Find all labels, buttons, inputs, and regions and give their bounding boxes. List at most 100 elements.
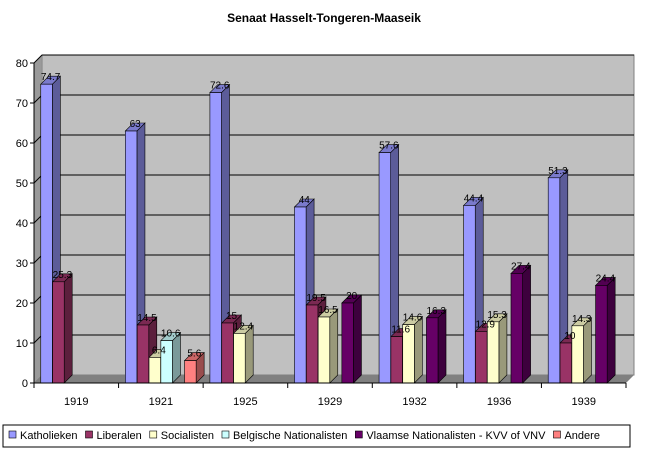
bar-side (329, 308, 339, 384)
x-tick-label: 1939 (571, 396, 595, 408)
bar-front (184, 360, 197, 384)
legend-item: Andere (553, 430, 600, 442)
bar (124, 122, 146, 384)
legend-item: Socialisten (149, 430, 214, 442)
legend-label: Socialisten (161, 430, 214, 442)
legend-label: Katholieken (20, 430, 78, 442)
bar (571, 317, 593, 384)
y-axis: 0 10 20 30 40 50 60 70 80 (16, 58, 35, 390)
legend-swatch (355, 430, 363, 439)
legend-swatch (221, 430, 230, 439)
data-label: 15.3 (487, 310, 507, 321)
bar-front (559, 342, 572, 384)
data-label: 57.6 (379, 141, 399, 152)
data-label: 44.4 (464, 193, 484, 204)
bar-side (244, 324, 254, 384)
gridline-side (33, 54, 43, 64)
data-label: 12.9 (476, 319, 496, 330)
bar (160, 331, 182, 384)
bar-front (40, 83, 53, 384)
bar-front (125, 130, 138, 384)
data-label: 19.5 (306, 293, 326, 304)
bar-side (498, 313, 508, 384)
bar-front (136, 324, 150, 384)
bars (40, 75, 616, 384)
legend-box (2, 424, 631, 448)
bar-front (390, 336, 403, 384)
data-label: 44 (299, 195, 311, 206)
legend-swatch (85, 430, 93, 439)
legend-label: Belgische Nationalisten (233, 430, 347, 442)
data-label: 12.4 (234, 321, 254, 332)
data-label: 27.4 (511, 261, 531, 272)
data-labels: 74.7 63 72.6 44 57.6 44.4 51.3 25.3 14.5 15 19.5 11… (41, 72, 616, 359)
data-label: 15 (226, 311, 238, 322)
data-label: 25.3 (53, 270, 73, 281)
y-tick-label: 20 (16, 298, 28, 310)
data-label: 5.6 (187, 349, 201, 360)
bar (341, 294, 363, 384)
data-label: 14.6 (403, 313, 423, 324)
x-tick-label: 1919 (64, 396, 88, 408)
bar-front (475, 331, 488, 384)
x-tick-label: 1925 (233, 396, 257, 408)
legend-item: Belgische Nationalisten (221, 430, 347, 442)
bar-side (583, 317, 592, 384)
data-label: 51.3 (548, 166, 568, 177)
bar-front (148, 357, 161, 384)
x-axis: 1919 1921 1925 1929 1932 1936 1939 (33, 382, 627, 408)
legend-label: Andere (564, 430, 599, 442)
y-tick-label: 50 (16, 178, 28, 190)
data-label: 10 (564, 331, 576, 342)
legend-item: Vlaamse Nationalisten - KVV of VNV (355, 430, 546, 442)
bar-side (63, 273, 73, 384)
data-label: 11.6 (391, 325, 410, 336)
legend-swatch (553, 430, 561, 439)
data-label: 16.3 (426, 306, 446, 317)
bar-front (341, 302, 354, 384)
x-tick-label: 1936 (487, 396, 511, 408)
bar (510, 264, 532, 384)
bar (51, 273, 73, 384)
chart-title: Senaat Hasselt-Tongeren-Maaseik (227, 11, 421, 25)
bar-side (414, 315, 423, 384)
bar-front (221, 322, 234, 384)
y-tick-label: 70 (16, 98, 28, 110)
y-tick-label: 40 (16, 218, 28, 230)
bar-front (426, 317, 439, 384)
bar-side (353, 294, 362, 384)
bar-front (294, 206, 307, 384)
legend: Katholieken Liberalen Socialisten Belgische… (2, 424, 631, 448)
bar-side (172, 331, 181, 384)
bar (425, 309, 447, 384)
bar-side (522, 264, 531, 384)
bar-side (437, 309, 447, 384)
bar-front (547, 177, 561, 384)
data-label: 20 (346, 291, 358, 302)
bar (594, 276, 616, 384)
bar (232, 324, 254, 384)
data-label: 14.5 (137, 313, 157, 324)
legend-swatch (8, 430, 17, 439)
y-tick-label: 80 (16, 58, 28, 70)
legend-label: Vlaamse Nationalisten - KVV of VNV (366, 430, 546, 442)
legend-swatch (149, 430, 158, 439)
y-tick-label: 0 (22, 378, 28, 390)
bar-front (463, 205, 476, 384)
data-label: 24.4 (596, 273, 616, 284)
data-label: 63 (130, 119, 142, 130)
data-label: 16.5 (318, 305, 338, 316)
y-tick-label: 30 (16, 258, 28, 270)
bar (402, 315, 424, 384)
x-tick-label: 1929 (318, 396, 342, 408)
bar-front (487, 321, 500, 384)
x-tick-label: 1932 (402, 396, 426, 408)
y-tick-label: 60 (16, 138, 28, 150)
data-label: 14.3 (572, 314, 592, 325)
y-tick-label: 10 (16, 338, 28, 350)
data-label: 10.6 (161, 329, 181, 340)
legend-item: Katholieken (8, 430, 78, 442)
bar-front (52, 281, 65, 384)
legend-item: Liberalen (85, 430, 142, 442)
